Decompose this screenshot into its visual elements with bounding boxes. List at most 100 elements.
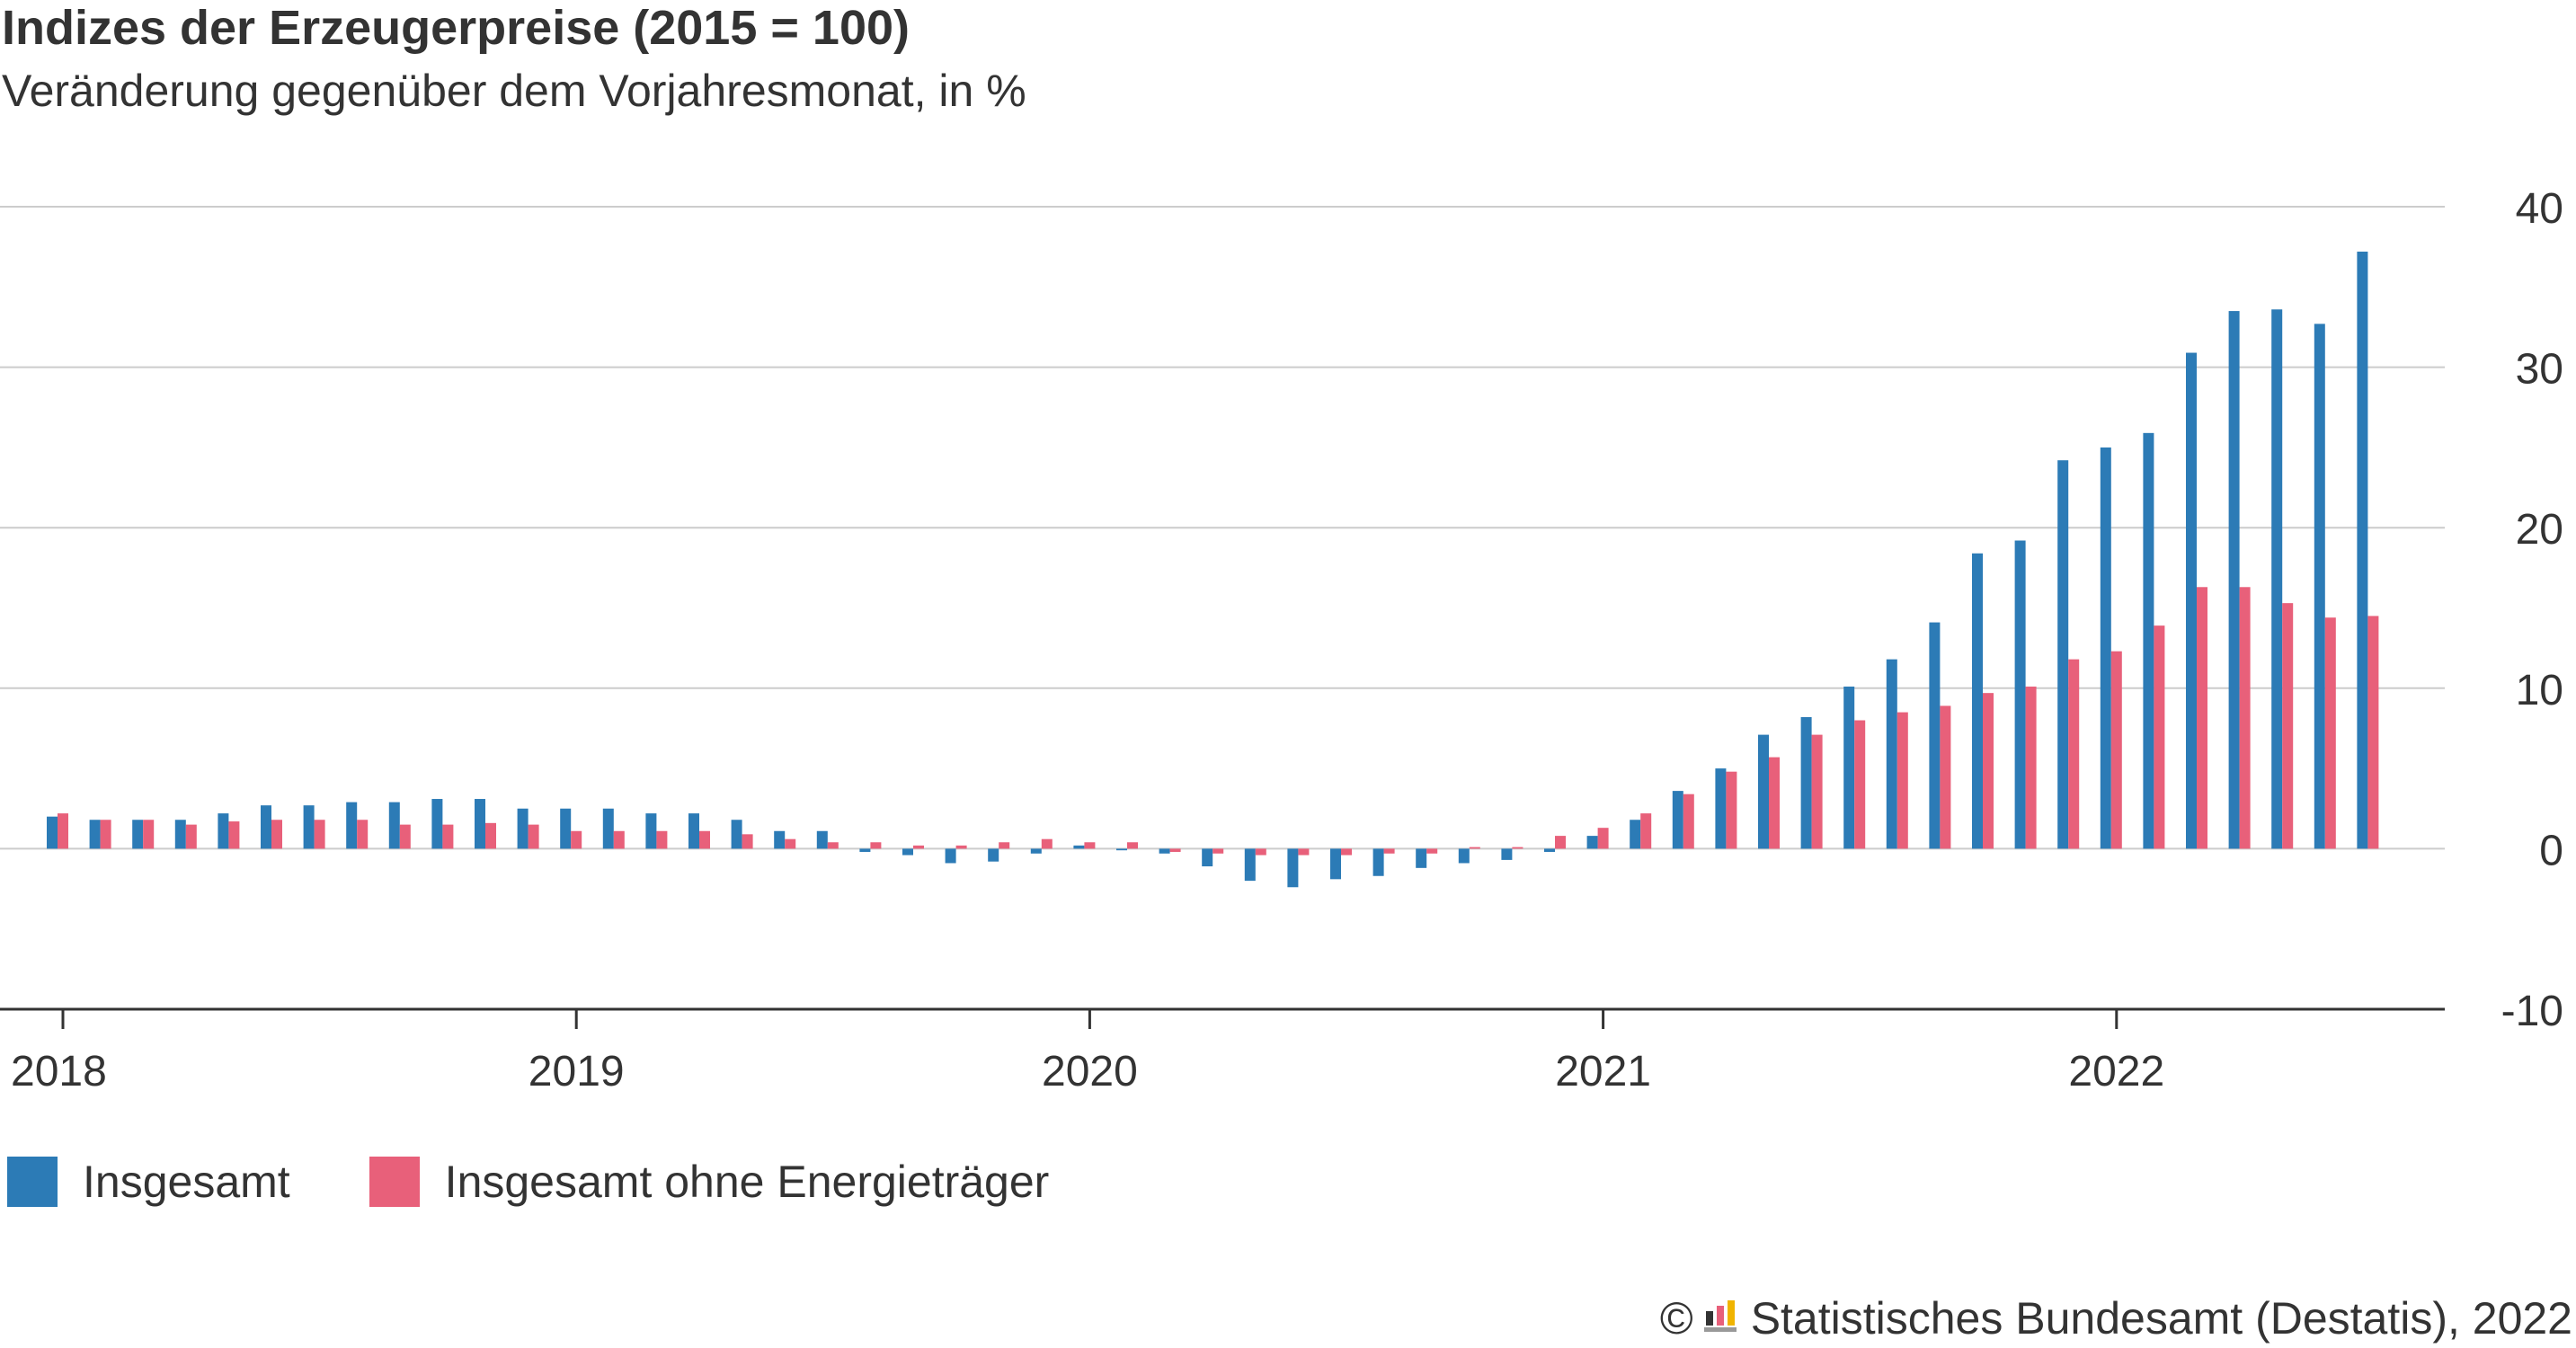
bar-insgesamt <box>174 820 186 849</box>
bar-ohne-energie <box>1640 813 1652 849</box>
destatis-logo-icon <box>1703 1300 1737 1332</box>
bar-insgesamt <box>945 848 956 864</box>
bar-insgesamt <box>2143 432 2154 849</box>
bar-ohne-energie <box>827 842 839 849</box>
bar-ohne-energie <box>228 821 240 849</box>
bar-ohne-energie <box>528 824 539 849</box>
bar-ohne-energie <box>1854 720 1866 849</box>
bar-ohne-energie <box>2239 587 2251 849</box>
bar-ohne-energie <box>1041 838 1053 849</box>
x-tick-label: 2022 <box>2068 1048 2164 1095</box>
bar-ohne-energie <box>1983 693 1994 849</box>
y-tick-label: 20 <box>2516 506 2563 554</box>
bar-insgesamt <box>688 813 699 849</box>
bar-ohne-energie <box>742 834 753 849</box>
y-tick-label: 0 <box>2539 827 2563 874</box>
bar-insgesamt <box>2357 252 2368 849</box>
copyright-symbol: © <box>1659 1293 1693 1344</box>
bar-insgesamt <box>1758 734 1769 849</box>
bar-insgesamt <box>1886 659 1897 849</box>
bar-ohne-energie <box>785 838 796 849</box>
bar-insgesamt <box>645 813 657 849</box>
bar-ohne-energie <box>1255 848 1266 856</box>
bar-ohne-energie <box>613 830 625 849</box>
x-tick-label: 2019 <box>529 1048 625 1095</box>
bar-ohne-energie <box>1726 771 1737 849</box>
bar-ohne-energie <box>1383 848 1395 854</box>
y-tick-label: 40 <box>2516 185 2563 233</box>
bar-insgesamt <box>560 808 572 849</box>
bar-ohne-energie <box>2324 617 2336 849</box>
bar-insgesamt <box>1116 848 1127 851</box>
bar-ohne-energie <box>999 842 1010 849</box>
bar-insgesamt <box>47 816 58 849</box>
bar-ohne-energie <box>1940 705 1951 849</box>
bar-insgesamt <box>1800 716 1812 849</box>
bar-insgesamt <box>2100 447 2111 849</box>
y-tick-label: 30 <box>2516 346 2563 394</box>
bar-ohne-energie <box>699 830 710 849</box>
bar-ohne-energie <box>1555 836 1566 849</box>
bar-insgesamt <box>816 830 828 849</box>
legend-item-insgesamt[interactable]: Insgesamt <box>7 1156 290 1208</box>
bar-insgesamt <box>1972 553 1983 849</box>
bar-insgesamt <box>2271 309 2283 849</box>
legend-label-insgesamt: Insgesamt <box>83 1157 290 1207</box>
bar-ohne-energie <box>485 822 496 849</box>
bar-insgesamt <box>1073 845 1085 849</box>
bar-ohne-energie <box>58 813 68 849</box>
bar-insgesamt <box>1416 848 1427 868</box>
bar-insgesamt <box>218 813 229 849</box>
legend-label-ohne-energie: Insgesamt ohne Energieträger <box>444 1157 1050 1207</box>
bar-ohne-energie <box>442 824 454 849</box>
legend-swatch-insgesamt <box>7 1157 58 1207</box>
bar-insgesamt <box>902 848 913 856</box>
bar-ohne-energie <box>2068 659 2080 849</box>
bar-insgesamt <box>1672 791 1683 849</box>
bar-insgesamt <box>1843 687 1855 849</box>
bar-ohne-energie <box>1769 757 1780 849</box>
bar-ohne-energie <box>1896 712 1908 849</box>
bar-ohne-energie <box>2367 616 2379 849</box>
x-tick-label: 2021 <box>1555 1048 1651 1095</box>
bar-ohne-energie <box>656 830 668 849</box>
bar-ohne-energie <box>913 845 924 849</box>
bar-insgesamt <box>1287 848 1299 888</box>
bar-ohne-energie <box>1127 842 1138 849</box>
bar-ohne-energie <box>1212 848 1224 854</box>
bar-insgesamt <box>2314 324 2325 849</box>
bar-ohne-energie <box>1169 848 1181 852</box>
bar-insgesamt <box>1159 848 1170 854</box>
bar-ohne-energie <box>1469 847 1480 849</box>
bar-ohne-energie <box>2025 687 2037 849</box>
bar-ohne-energie <box>314 820 325 849</box>
x-tick-label: 2020 <box>1042 1048 1138 1095</box>
bar-ohne-energie <box>1597 828 1609 849</box>
bar-insgesamt <box>1372 848 1384 876</box>
bar-insgesamt <box>388 802 400 849</box>
bar-insgesamt <box>1244 848 1256 882</box>
bar-insgesamt <box>1715 768 1727 849</box>
y-tick-label: 10 <box>2516 667 2563 714</box>
bar-ohne-energie <box>1426 848 1438 854</box>
bar-ohne-energie <box>2154 625 2165 849</box>
bar-insgesamt <box>89 820 101 849</box>
legend-item-ohne-energie[interactable]: Insgesamt ohne Energieträger <box>369 1156 1050 1208</box>
bar-ohne-energie <box>1298 848 1310 856</box>
bar-insgesamt <box>1586 836 1598 849</box>
bar-insgesamt <box>1929 622 1941 849</box>
bar-insgesamt <box>2228 311 2240 849</box>
bar-ohne-energie <box>1811 734 1823 849</box>
bar-insgesamt <box>431 799 443 849</box>
bar-insgesamt <box>1630 820 1641 849</box>
bar-insgesamt <box>602 808 614 849</box>
bar-ohne-energie <box>571 830 582 849</box>
bar-ohne-energie <box>357 820 369 849</box>
chart-title: Indizes der Erzeugerpreise (2015 = 100) <box>2 1 910 55</box>
bar-insgesamt <box>774 830 786 849</box>
bar-insgesamt <box>1202 848 1213 867</box>
bar-insgesamt <box>859 848 871 852</box>
bar-ohne-energie <box>185 824 197 849</box>
bar-insgesamt <box>517 808 529 849</box>
bar-ohne-energie <box>143 820 155 849</box>
